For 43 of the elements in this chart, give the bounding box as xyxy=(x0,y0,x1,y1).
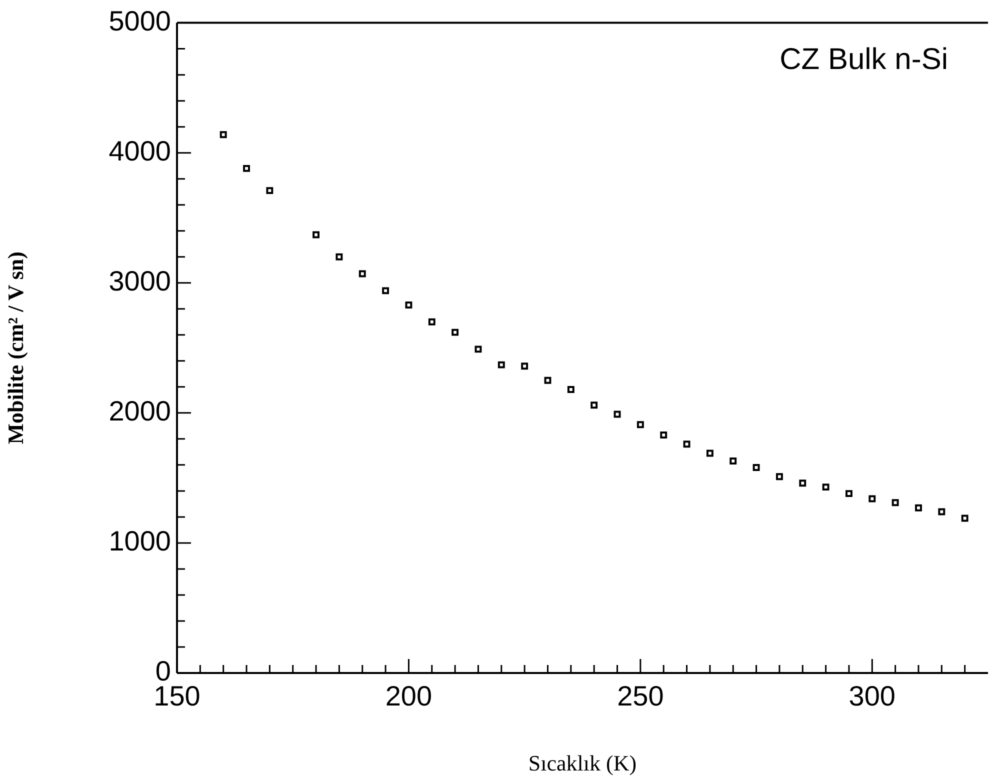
y-tick-label: 5000 xyxy=(108,6,171,37)
point xyxy=(590,402,598,409)
annotation: CZ Bulk n-Si xyxy=(780,43,948,76)
point xyxy=(892,499,899,506)
point xyxy=(730,458,737,465)
point xyxy=(868,495,876,502)
point xyxy=(220,131,227,138)
point xyxy=(567,386,574,393)
x-axis-title: Sıcaklık (K) xyxy=(528,750,637,776)
x-tick-label: 300 xyxy=(848,680,896,712)
y-tick-label: 4000 xyxy=(108,136,171,167)
point xyxy=(938,508,946,516)
point xyxy=(498,361,505,368)
point xyxy=(243,164,250,172)
x-tick-label: 200 xyxy=(385,680,432,712)
point xyxy=(474,346,482,353)
point xyxy=(266,187,274,194)
x-tick-label: 250 xyxy=(617,680,664,712)
point xyxy=(799,480,806,487)
point xyxy=(776,473,783,480)
point xyxy=(636,421,644,428)
point xyxy=(822,484,830,491)
point xyxy=(544,376,552,384)
point xyxy=(845,490,852,498)
point xyxy=(521,362,528,370)
point xyxy=(915,504,922,512)
point xyxy=(382,287,390,294)
point xyxy=(683,440,690,448)
point xyxy=(358,270,366,278)
point xyxy=(614,410,621,418)
y-axis-title: Mobilite (cm² / V sn) xyxy=(2,252,28,444)
point xyxy=(961,514,968,522)
point xyxy=(336,253,343,260)
y-tick-label: 2000 xyxy=(108,396,171,427)
point xyxy=(660,432,668,438)
point xyxy=(452,328,459,336)
point xyxy=(706,450,714,457)
point xyxy=(312,231,320,238)
y-tick-label: 1000 xyxy=(108,526,171,557)
y-tick-label: 3000 xyxy=(108,266,171,297)
point xyxy=(428,318,436,326)
point xyxy=(405,302,412,308)
point xyxy=(752,464,760,472)
